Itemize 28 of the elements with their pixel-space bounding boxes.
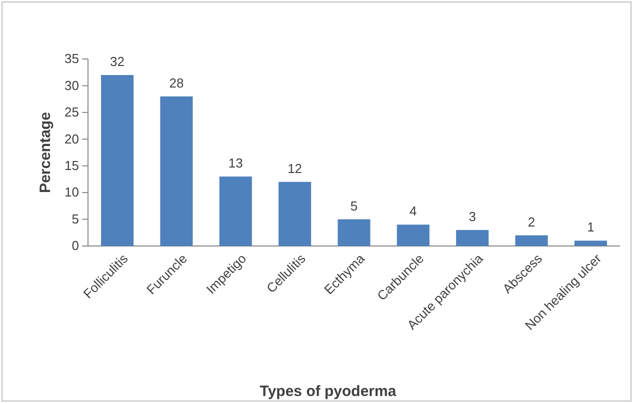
y-tick-label: 20	[64, 131, 79, 146]
bar	[160, 96, 193, 246]
y-tick-label: 35	[64, 51, 79, 66]
bar	[338, 219, 370, 246]
data-label: 28	[169, 75, 184, 90]
y-tick-label: 15	[64, 158, 79, 174]
y-axis-title: Percentage	[37, 112, 54, 193]
data-label: 1	[587, 220, 594, 235]
y-tick-label: 10	[64, 184, 79, 200]
bar	[396, 224, 430, 246]
data-label: 4	[410, 204, 417, 219]
bar	[219, 176, 252, 246]
data-label: 5	[350, 198, 358, 214]
y-tick-label: 30	[64, 78, 79, 93]
x-axis-title: Types of pyoderma	[260, 383, 397, 400]
data-label: 12	[288, 160, 302, 176]
y-tick-label: 25	[64, 104, 79, 120]
data-label: 2	[528, 214, 536, 230]
bar	[515, 235, 548, 246]
bar	[574, 240, 607, 246]
data-label: 3	[468, 208, 476, 224]
bar	[101, 75, 134, 246]
y-tick-label: 0	[72, 238, 79, 254]
y-tick-label: 5	[72, 211, 79, 226]
data-label: 13	[228, 156, 243, 171]
data-label: 32	[110, 54, 125, 70]
bar	[278, 182, 312, 246]
bar	[456, 230, 489, 246]
